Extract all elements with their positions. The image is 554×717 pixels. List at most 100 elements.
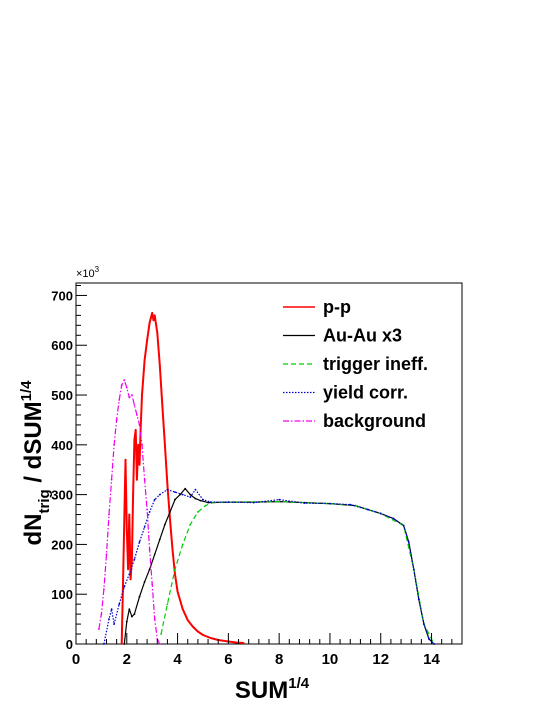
data-point — [186, 619, 189, 621]
data-point — [181, 493, 184, 496]
y-tick-label: 700 — [51, 288, 73, 303]
y-tick-label: 500 — [51, 388, 73, 403]
y-multiplier-exponent: 3 — [95, 265, 100, 274]
data-point — [184, 487, 187, 490]
data-point — [110, 478, 113, 481]
data-point — [207, 501, 210, 504]
data-point — [212, 501, 215, 504]
data-point — [125, 386, 128, 389]
data-point — [174, 491, 176, 493]
data-point — [169, 511, 171, 513]
data-point — [105, 553, 108, 556]
y-tick-label: 200 — [51, 537, 73, 552]
y-axis-title: dNtrig / dSUM1/4 — [18, 380, 53, 546]
data-point — [133, 438, 136, 441]
data-point — [103, 588, 105, 591]
x-tick-label: 12 — [372, 651, 389, 668]
legend-label: trigger ineff. — [323, 354, 428, 374]
data-point — [143, 359, 146, 362]
data-point — [151, 583, 154, 586]
data-point — [123, 643, 126, 645]
data-point — [197, 511, 199, 513]
data-point — [166, 483, 169, 486]
data-point — [141, 394, 143, 396]
data-point — [417, 598, 420, 601]
data-point — [123, 518, 126, 521]
data-point — [181, 608, 184, 610]
y-tick-label: 400 — [51, 438, 73, 453]
x-tick-label: 8 — [275, 651, 283, 668]
data-point — [209, 637, 212, 639]
data-point — [174, 568, 176, 571]
data-point — [148, 321, 151, 324]
data-point — [158, 643, 161, 645]
data-point — [158, 538, 161, 541]
data-point — [402, 524, 405, 527]
data-point — [152, 319, 155, 322]
data-point — [133, 613, 136, 615]
data-point — [148, 568, 151, 571]
data-point — [136, 414, 138, 416]
legend-label: p-p — [323, 297, 351, 317]
series-line-background — [98, 379, 161, 645]
x-tick-label: 6 — [224, 651, 232, 668]
data-point — [122, 583, 124, 586]
data-point — [242, 642, 245, 644]
data-point — [412, 568, 415, 571]
series-layer — [98, 311, 435, 645]
data-point — [194, 488, 197, 491]
data-point — [146, 339, 149, 342]
series-line-yield-corr — [103, 489, 435, 645]
data-point — [98, 628, 100, 630]
y-tick-label: 300 — [51, 488, 73, 503]
data-point — [407, 541, 410, 543]
data-point — [110, 608, 113, 610]
data-point — [235, 641, 237, 644]
data-point — [197, 630, 199, 633]
data-point — [174, 498, 176, 501]
data-point — [113, 623, 115, 625]
data-point — [158, 364, 161, 367]
data-point — [125, 620, 128, 623]
data-point — [143, 526, 146, 528]
data-point — [138, 541, 141, 543]
data-point — [379, 512, 382, 515]
data-point — [166, 488, 169, 491]
data-point — [128, 513, 131, 516]
data-point — [124, 458, 127, 461]
data-point — [133, 404, 136, 406]
y-tick-label: 0 — [66, 637, 73, 652]
data-point — [143, 580, 146, 583]
data-point — [115, 419, 118, 421]
data-point — [125, 528, 128, 531]
x-axis-title-exponent: 1/4 — [288, 675, 310, 692]
legend: p-p Au-Au x3 trigger ineff. yield corr. back… — [283, 297, 428, 431]
data-point — [189, 523, 192, 526]
data-point — [118, 603, 121, 606]
data-point — [127, 568, 129, 571]
series-line-trigger-ineff — [160, 501, 435, 645]
data-point — [204, 504, 207, 507]
data-point — [160, 633, 163, 635]
x-tick-label: 0 — [72, 651, 80, 668]
data-point — [209, 501, 212, 503]
series-line-p-p — [120, 311, 244, 645]
data-point — [156, 331, 159, 334]
data-point — [176, 590, 179, 593]
legend-label: yield corr. — [323, 383, 408, 403]
data-point — [181, 543, 184, 546]
data-point — [303, 502, 306, 504]
data-point — [367, 508, 369, 511]
data-point — [189, 496, 192, 498]
data-point — [278, 498, 281, 501]
x-tick-label: 10 — [322, 651, 339, 668]
y-tick-label: 600 — [51, 338, 73, 353]
data-point — [128, 608, 131, 610]
data-point — [252, 501, 255, 504]
data-point — [108, 513, 110, 516]
data-point — [131, 615, 133, 618]
data-point — [164, 523, 166, 526]
data-point — [349, 503, 352, 506]
x-axis-title: SUM1/4 — [235, 675, 310, 704]
data-point — [133, 558, 136, 561]
